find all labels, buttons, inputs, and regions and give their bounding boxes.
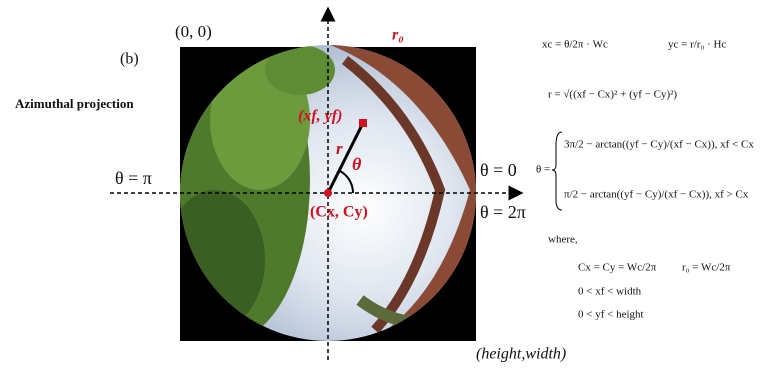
title: Azimuthal projection (15, 96, 134, 111)
equation: yc = r/r₀ · Hc (668, 39, 726, 51)
equation: r₀ = Wc/2π (682, 262, 731, 274)
figure: (0, 0) (b) r₀ Azimuthal projection (xf, … (0, 0, 765, 367)
center-marker (324, 189, 332, 197)
theta-zero-label: θ = 0 (480, 160, 517, 180)
equations: xc = θ/2π · Wc yc = r/r₀ · Hc r = √((xf … (536, 39, 754, 321)
equation: Cx = Cy = Wc/2π (578, 262, 657, 274)
r-label: r (336, 139, 343, 158)
panel-label: (b) (120, 51, 139, 68)
point-label: (xf, yf) (298, 108, 342, 125)
equation: θ = (536, 164, 550, 176)
case-brace (552, 132, 562, 210)
equation: 0 < xf < width (578, 286, 642, 298)
equation: where, (548, 234, 578, 246)
equation: 0 < yf < height (578, 309, 644, 321)
page: (0, 0) (b) r₀ Azimuthal projection (xf, … (0, 0, 765, 367)
theta-2pi-label: θ = 2π (480, 202, 526, 222)
angle-label: θ (352, 154, 362, 174)
point-marker (359, 119, 367, 127)
center-label: (Cx, Cy) (310, 204, 368, 221)
equation: r = √((xf − Cx)² + (yf − Cy)²) (548, 89, 677, 101)
size-label: (height,width) (476, 346, 566, 363)
equation: 3π/2 − arctan((yf − Cy)/(xf − Cx)), xf <… (564, 139, 754, 151)
radius-label: r₀ (392, 27, 404, 44)
theta-pi-label: θ = π (115, 168, 152, 188)
origin-label: (0, 0) (175, 22, 212, 41)
equation: π/2 − arctan((yf − Cy)/(xf − Cx)), xf > … (564, 189, 749, 201)
equation: xc = θ/2π · Wc (542, 39, 608, 51)
